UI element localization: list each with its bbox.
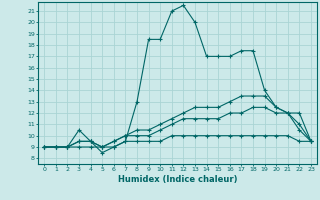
X-axis label: Humidex (Indice chaleur): Humidex (Indice chaleur) [118,175,237,184]
